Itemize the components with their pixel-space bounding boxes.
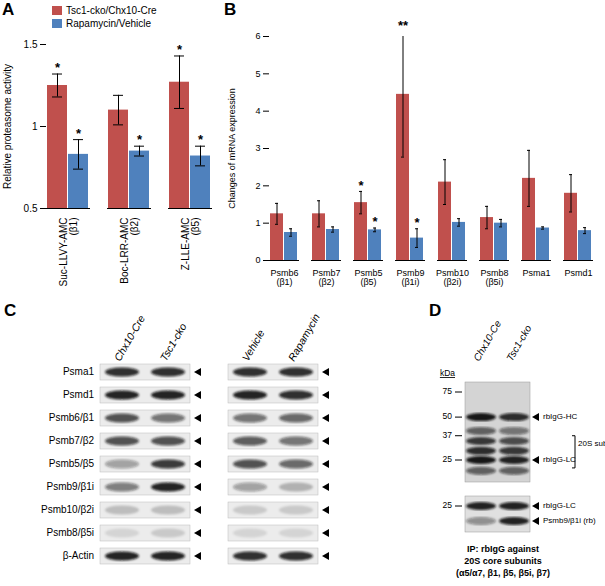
svg-text:2: 2 bbox=[255, 181, 260, 191]
svg-text:6: 6 bbox=[255, 31, 260, 41]
svg-text:*: * bbox=[55, 60, 61, 75]
svg-text:Psmb8(β5i): Psmb8(β5i) bbox=[480, 268, 508, 287]
svg-text:Rapamycin: Rapamycin bbox=[285, 311, 322, 363]
svg-text:Psmb5/β5: Psmb5/β5 bbox=[49, 458, 95, 469]
svg-text:75: 75 bbox=[443, 386, 453, 396]
svg-text:0.5: 0.5 bbox=[24, 203, 38, 214]
svg-text:4: 4 bbox=[255, 106, 260, 116]
svg-text:C: C bbox=[4, 301, 16, 320]
svg-text:Changes of mRNA expression: Changes of mRNA expression bbox=[227, 88, 237, 209]
svg-text:0: 0 bbox=[255, 255, 260, 265]
svg-text:*: * bbox=[76, 126, 82, 141]
svg-text:Z-LLE-AMC(β5): Z-LLE-AMC(β5) bbox=[180, 218, 201, 271]
svg-text:Psmb9/β1i: Psmb9/β1i bbox=[47, 481, 94, 492]
html-text:B: B bbox=[224, 0, 237, 19]
svg-text:Chx10-Ce: Chx10-Ce bbox=[471, 318, 503, 363]
svg-text:Boc-LRR-AMC(β2): Boc-LRR-AMC(β2) bbox=[119, 218, 140, 284]
svg-text:rbIgG-LC: rbIgG-LC bbox=[543, 455, 576, 464]
svg-text:*: * bbox=[414, 215, 420, 230]
html-text:A: A bbox=[2, 0, 15, 19]
svg-text:rbIgG-HC: rbIgG-HC bbox=[543, 412, 577, 421]
svg-text:Psmb9/β1i (rb): Psmb9/β1i (rb) bbox=[543, 516, 596, 525]
svg-text:37: 37 bbox=[443, 430, 453, 440]
svg-text:D: D bbox=[429, 301, 441, 320]
svg-text:Psmb8/β5i: Psmb8/β5i bbox=[47, 527, 94, 538]
svg-text:Psma1: Psma1 bbox=[63, 366, 95, 377]
svg-text:*: * bbox=[137, 132, 143, 147]
svg-text:kDa: kDa bbox=[440, 368, 455, 378]
svg-text:rbIgG-LC: rbIgG-LC bbox=[543, 501, 576, 510]
svg-text:*: * bbox=[358, 178, 364, 193]
svg-text:3: 3 bbox=[255, 143, 260, 153]
svg-text:Relative proteasome activity: Relative proteasome activity bbox=[2, 64, 13, 189]
svg-text:β-Actin: β-Actin bbox=[63, 550, 94, 561]
svg-text:Psmb9(β1i): Psmb9(β1i) bbox=[396, 268, 424, 287]
svg-text:*: * bbox=[372, 214, 378, 229]
html-text:Tsc1-cko/Chx10-Cre: Tsc1-cko/Chx10-Cre bbox=[66, 5, 157, 16]
svg-text:Psmb6/β1: Psmb6/β1 bbox=[49, 412, 95, 423]
svg-text:Psmb5(β5): Psmb5(β5) bbox=[354, 268, 382, 287]
svg-text:25: 25 bbox=[443, 454, 453, 464]
svg-text:Psma1: Psma1 bbox=[522, 268, 550, 278]
svg-text:Tsc1-cko: Tsc1-cko bbox=[157, 321, 188, 363]
svg-text:Suc-LLVY-AMC(β1): Suc-LLVY-AMC(β1) bbox=[58, 218, 79, 287]
svg-text:Psmb7(β2): Psmb7(β2) bbox=[312, 268, 340, 287]
svg-text:*: * bbox=[177, 42, 183, 57]
svg-text:25: 25 bbox=[443, 500, 453, 510]
svg-text:1.5: 1.5 bbox=[24, 39, 38, 50]
svg-text:Tsc1-cko: Tsc1-cko bbox=[504, 323, 534, 363]
svg-text:**: ** bbox=[398, 18, 409, 33]
svg-text:Psmb10(β2i): Psmb10(β2i) bbox=[436, 268, 469, 287]
svg-text:Psmb10/β2i: Psmb10/β2i bbox=[41, 504, 94, 515]
svg-text:Psmd1: Psmd1 bbox=[63, 389, 95, 400]
html-text:Rapamycin/Vehicle: Rapamycin/Vehicle bbox=[66, 18, 151, 29]
svg-text:1: 1 bbox=[255, 218, 260, 228]
svg-text:50: 50 bbox=[443, 411, 453, 421]
svg-text:5: 5 bbox=[255, 69, 260, 79]
svg-text:IP: rbIgG against: IP: rbIgG against bbox=[467, 544, 539, 554]
svg-text:20S core subunits: 20S core subunits bbox=[464, 556, 542, 566]
svg-text:Psmb6(β1): Psmb6(β1) bbox=[270, 268, 298, 287]
svg-text:Psmb7/β2: Psmb7/β2 bbox=[49, 435, 95, 446]
svg-text:Chx10-Cre: Chx10-Cre bbox=[111, 313, 147, 363]
svg-text:Psmd1: Psmd1 bbox=[564, 268, 592, 278]
svg-text:20S subunits: 20S subunits bbox=[578, 439, 605, 448]
svg-text:*: * bbox=[198, 132, 204, 147]
svg-text:(α5/α7, β1, β5, β5i, β7): (α5/α7, β1, β5, β5i, β7) bbox=[456, 568, 550, 578]
svg-text:1: 1 bbox=[32, 121, 38, 132]
svg-text:Vehicle: Vehicle bbox=[239, 327, 266, 363]
